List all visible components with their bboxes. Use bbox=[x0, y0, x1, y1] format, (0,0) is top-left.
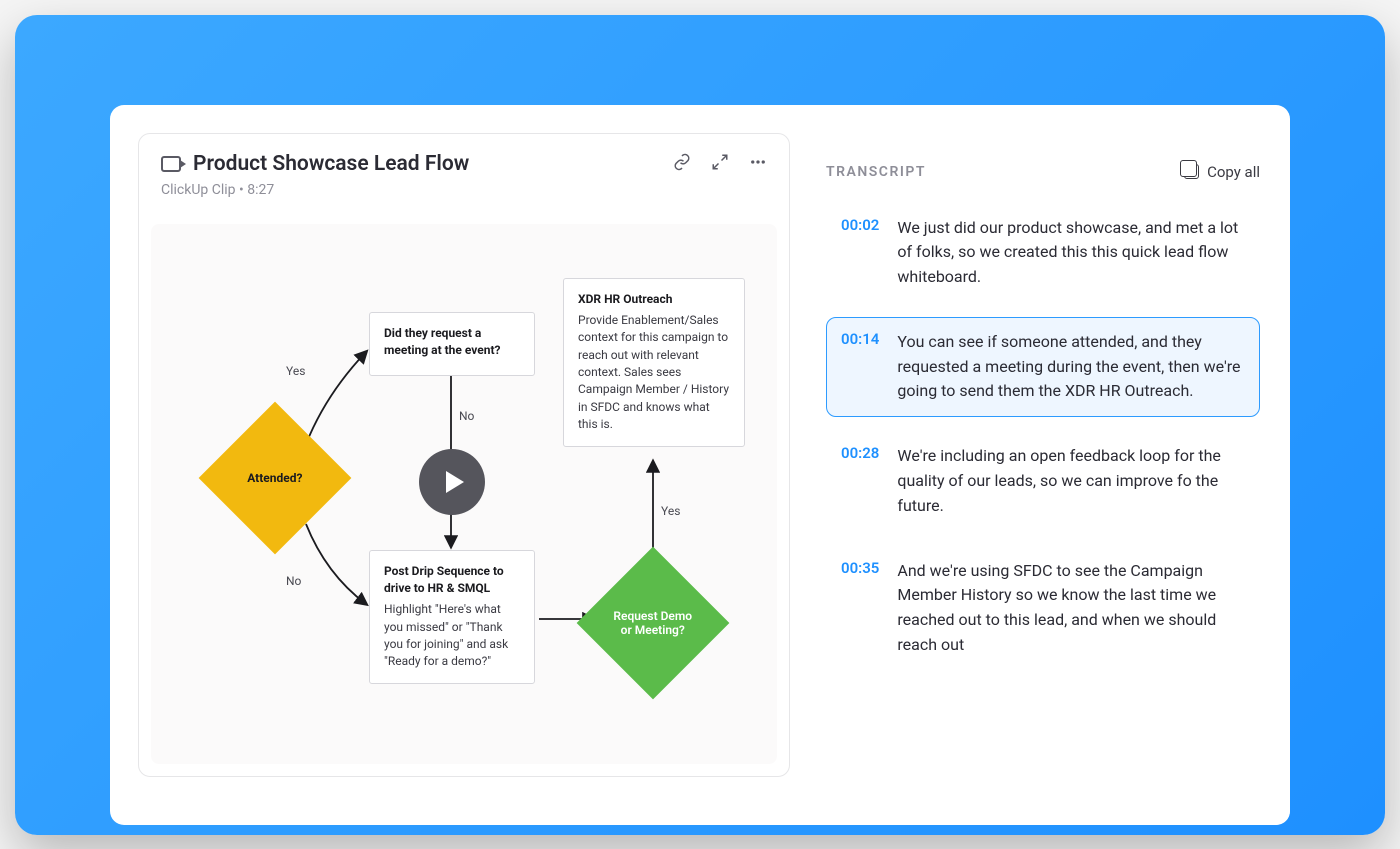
transcript-text: We're including an open feedback loop fo… bbox=[897, 444, 1245, 518]
clip-title-row: Product Showcase Lead Flow bbox=[161, 152, 767, 176]
transcript-item[interactable]: 00:35 And we're using SFDC to see the Ca… bbox=[826, 546, 1260, 671]
app-frame: Product Showcase Lead Flow bbox=[15, 15, 1385, 835]
copy-all-button[interactable]: Copy all bbox=[1184, 163, 1260, 181]
clip-panel: Product Showcase Lead Flow bbox=[110, 105, 810, 825]
edge-label-no-1: No bbox=[286, 574, 301, 588]
transcript-header: TRANSCRIPT Copy all bbox=[826, 163, 1260, 181]
clip-title-left: Product Showcase Lead Flow bbox=[161, 152, 469, 176]
node-attended-label: Attended? bbox=[230, 470, 320, 484]
transcript-panel: TRANSCRIPT Copy all 00:02 We just did ou… bbox=[810, 105, 1290, 825]
node-request-meeting: Did they request a meeting at the event? bbox=[369, 312, 535, 377]
copy-all-label: Copy all bbox=[1207, 163, 1260, 181]
fade-overlay bbox=[810, 725, 1290, 825]
node-xdr-title: XDR HR Outreach bbox=[578, 291, 730, 308]
transcript-text: You can see if someone attended, and the… bbox=[897, 330, 1245, 404]
clip-preview[interactable]: Attended? Did they request a meeting at … bbox=[151, 224, 777, 764]
edge-label-no-2: No bbox=[459, 409, 474, 423]
app-card: Product Showcase Lead Flow bbox=[110, 105, 1290, 825]
transcript-list: 00:02 We just did our product showcase, … bbox=[826, 203, 1260, 671]
transcript-time: 00:35 bbox=[841, 559, 879, 658]
node-post-drip-body: Highlight "Here's what you missed" or "T… bbox=[384, 601, 520, 671]
play-button[interactable] bbox=[419, 449, 485, 515]
separator-dot: • bbox=[239, 182, 247, 198]
clip-header: Product Showcase Lead Flow bbox=[139, 134, 789, 212]
transcript-item[interactable]: 00:02 We just did our product showcase, … bbox=[826, 203, 1260, 303]
edge-label-yes-1: Yes bbox=[286, 364, 305, 378]
expand-icon[interactable] bbox=[711, 153, 729, 175]
transcript-item[interactable]: 00:28 We're including an open feedback l… bbox=[826, 431, 1260, 531]
clip-title: Product Showcase Lead Flow bbox=[193, 152, 469, 176]
clip-card: Product Showcase Lead Flow bbox=[138, 133, 790, 777]
copy-icon bbox=[1184, 164, 1199, 179]
node-demo-label: Request Demo or Meeting? bbox=[608, 608, 698, 637]
transcript-text: We just did our product showcase, and me… bbox=[897, 216, 1245, 290]
transcript-time: 00:02 bbox=[841, 216, 879, 290]
transcript-time: 00:28 bbox=[841, 444, 879, 518]
node-request-meeting-title: Did they request a meeting at the event? bbox=[384, 325, 520, 360]
clip-subtitle: ClickUp Clip • 8:27 bbox=[161, 182, 767, 198]
clip-source: ClickUp Clip bbox=[161, 182, 236, 198]
clip-actions bbox=[673, 153, 767, 175]
clip-duration: 8:27 bbox=[247, 182, 274, 198]
transcript-item[interactable]: 00:14 You can see if someone attended, a… bbox=[826, 317, 1260, 417]
transcript-heading: TRANSCRIPT bbox=[826, 164, 926, 180]
link-icon[interactable] bbox=[673, 153, 691, 175]
node-post-drip: Post Drip Sequence to drive to HR & SMQL… bbox=[369, 550, 535, 684]
flowchart-canvas: Attended? Did they request a meeting at … bbox=[151, 224, 777, 764]
transcript-text: And we're using SFDC to see the Campaign… bbox=[897, 559, 1245, 658]
node-xdr: XDR HR Outreach Provide Enablement/Sales… bbox=[563, 278, 745, 447]
node-post-drip-title: Post Drip Sequence to drive to HR & SMQL bbox=[384, 563, 520, 598]
node-xdr-body: Provide Enablement/Sales context for thi… bbox=[578, 312, 730, 434]
edge-label-yes-2: Yes bbox=[661, 504, 680, 518]
video-icon bbox=[161, 156, 181, 172]
more-icon[interactable] bbox=[749, 153, 767, 175]
transcript-time: 00:14 bbox=[841, 330, 879, 404]
